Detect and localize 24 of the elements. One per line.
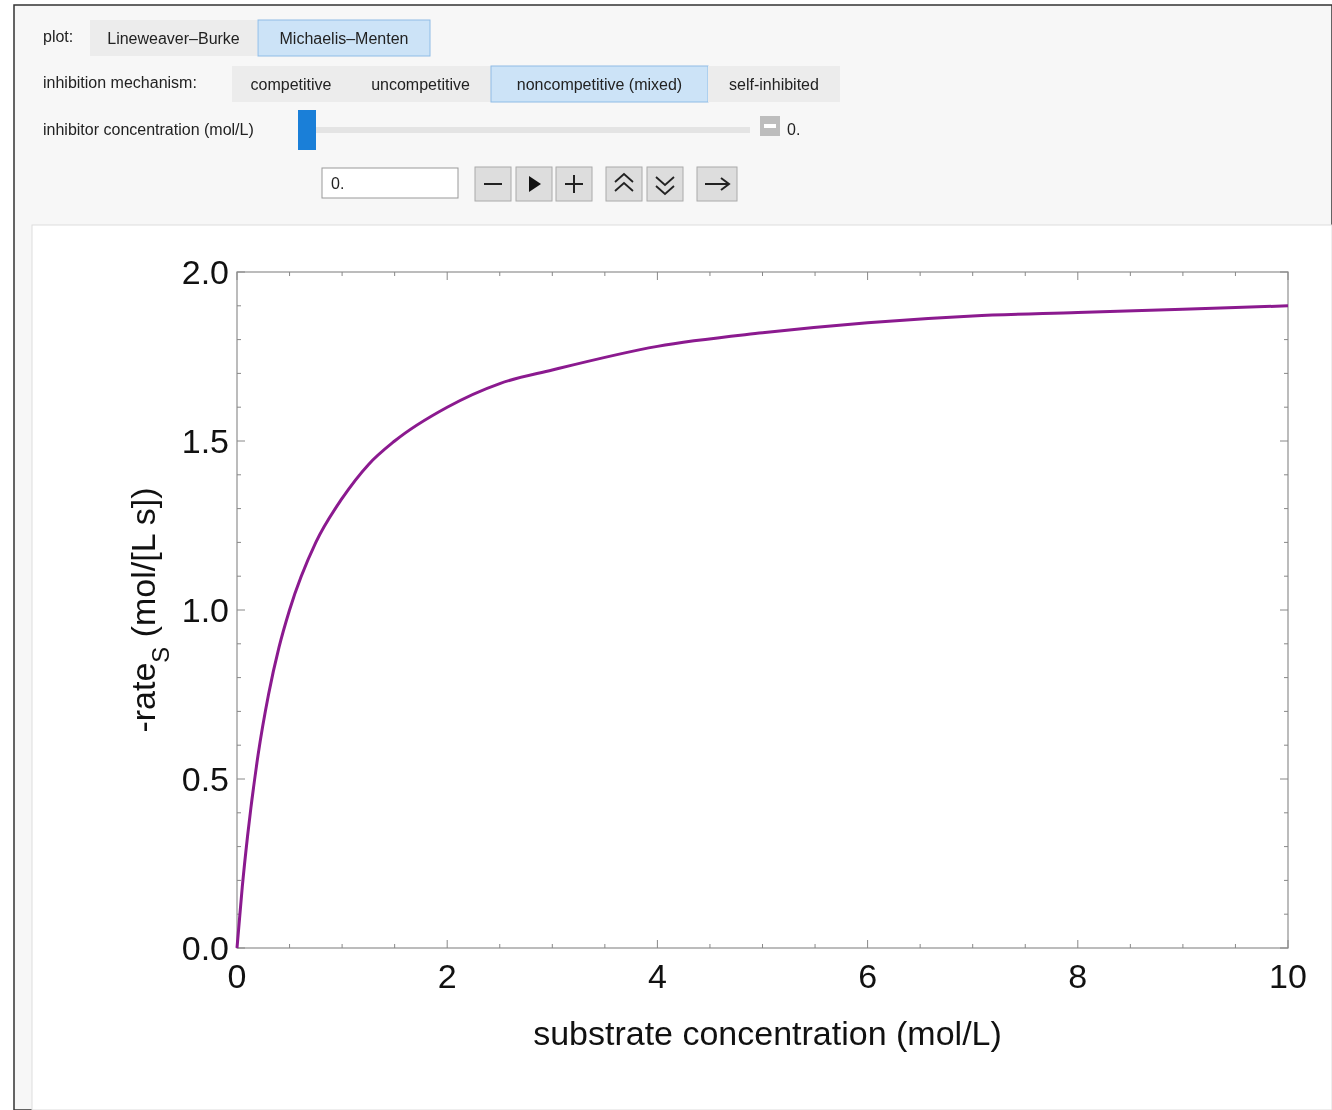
x-tick-label: 6 (858, 957, 878, 995)
text: self-inhibited (729, 76, 819, 93)
text: competitive (250, 76, 332, 93)
text: Michaelis–Menten (279, 30, 409, 47)
y-tick-label: 1.0 (181, 591, 229, 629)
x-tick-label: 10 (1269, 957, 1307, 995)
text: inhibitor concentration (mol/L) (43, 121, 254, 138)
x-tick-label: 2 (437, 957, 457, 995)
text: 0. (331, 175, 345, 192)
x-axis-title: substrate concentration (mol/L) (533, 1014, 1002, 1052)
text: plot: (43, 28, 74, 45)
x-tick-label: 4 (647, 957, 667, 995)
text: 0. (787, 121, 801, 138)
y-tick-label: 0.0 (181, 929, 229, 967)
x-tick-label: 8 (1068, 957, 1088, 995)
text: Lineweaver–Burke (107, 30, 240, 47)
line-series (235, 304, 1290, 950)
y-tick-label: 1.5 (181, 422, 229, 460)
text: uncompetitive (371, 76, 470, 93)
x-tick-label: 0 (227, 957, 247, 995)
text: inhibition mechanism: (43, 74, 197, 91)
y-tick-label: 0.5 (181, 760, 229, 798)
y-tick-label: 2.0 (181, 253, 229, 291)
text: noncompetitive (mixed) (516, 76, 683, 93)
